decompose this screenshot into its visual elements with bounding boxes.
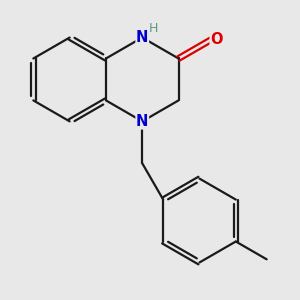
Text: O: O	[210, 32, 223, 47]
Text: N: N	[136, 114, 148, 129]
Text: N: N	[136, 30, 148, 45]
Text: H: H	[149, 22, 158, 35]
